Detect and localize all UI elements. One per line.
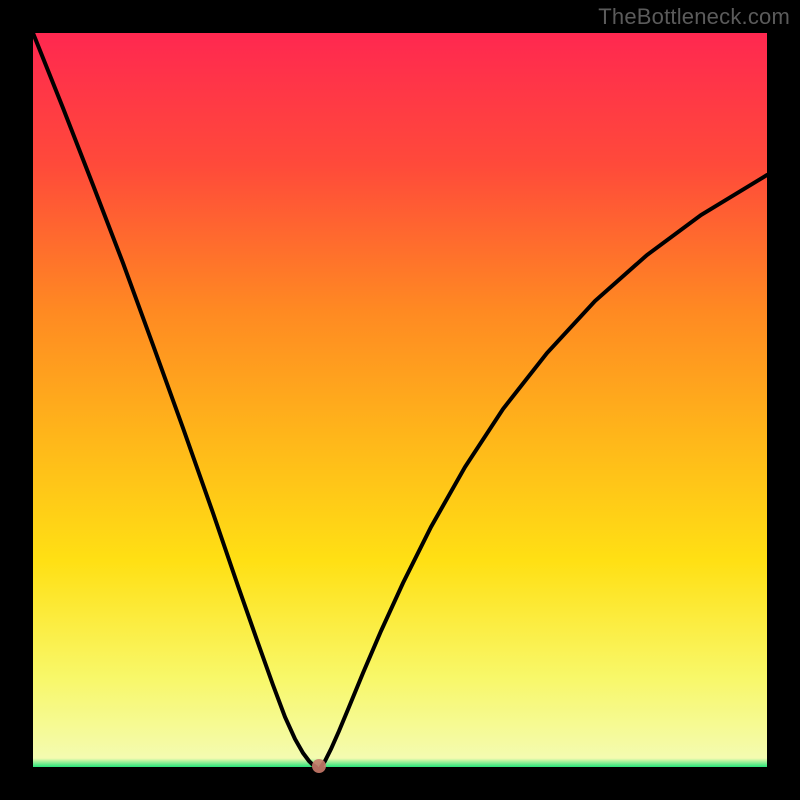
chart-frame: TheBottleneck.com (0, 0, 800, 800)
optimum-marker (312, 759, 326, 773)
watermark-text: TheBottleneck.com (598, 4, 790, 30)
bottleneck-curve (0, 0, 800, 800)
